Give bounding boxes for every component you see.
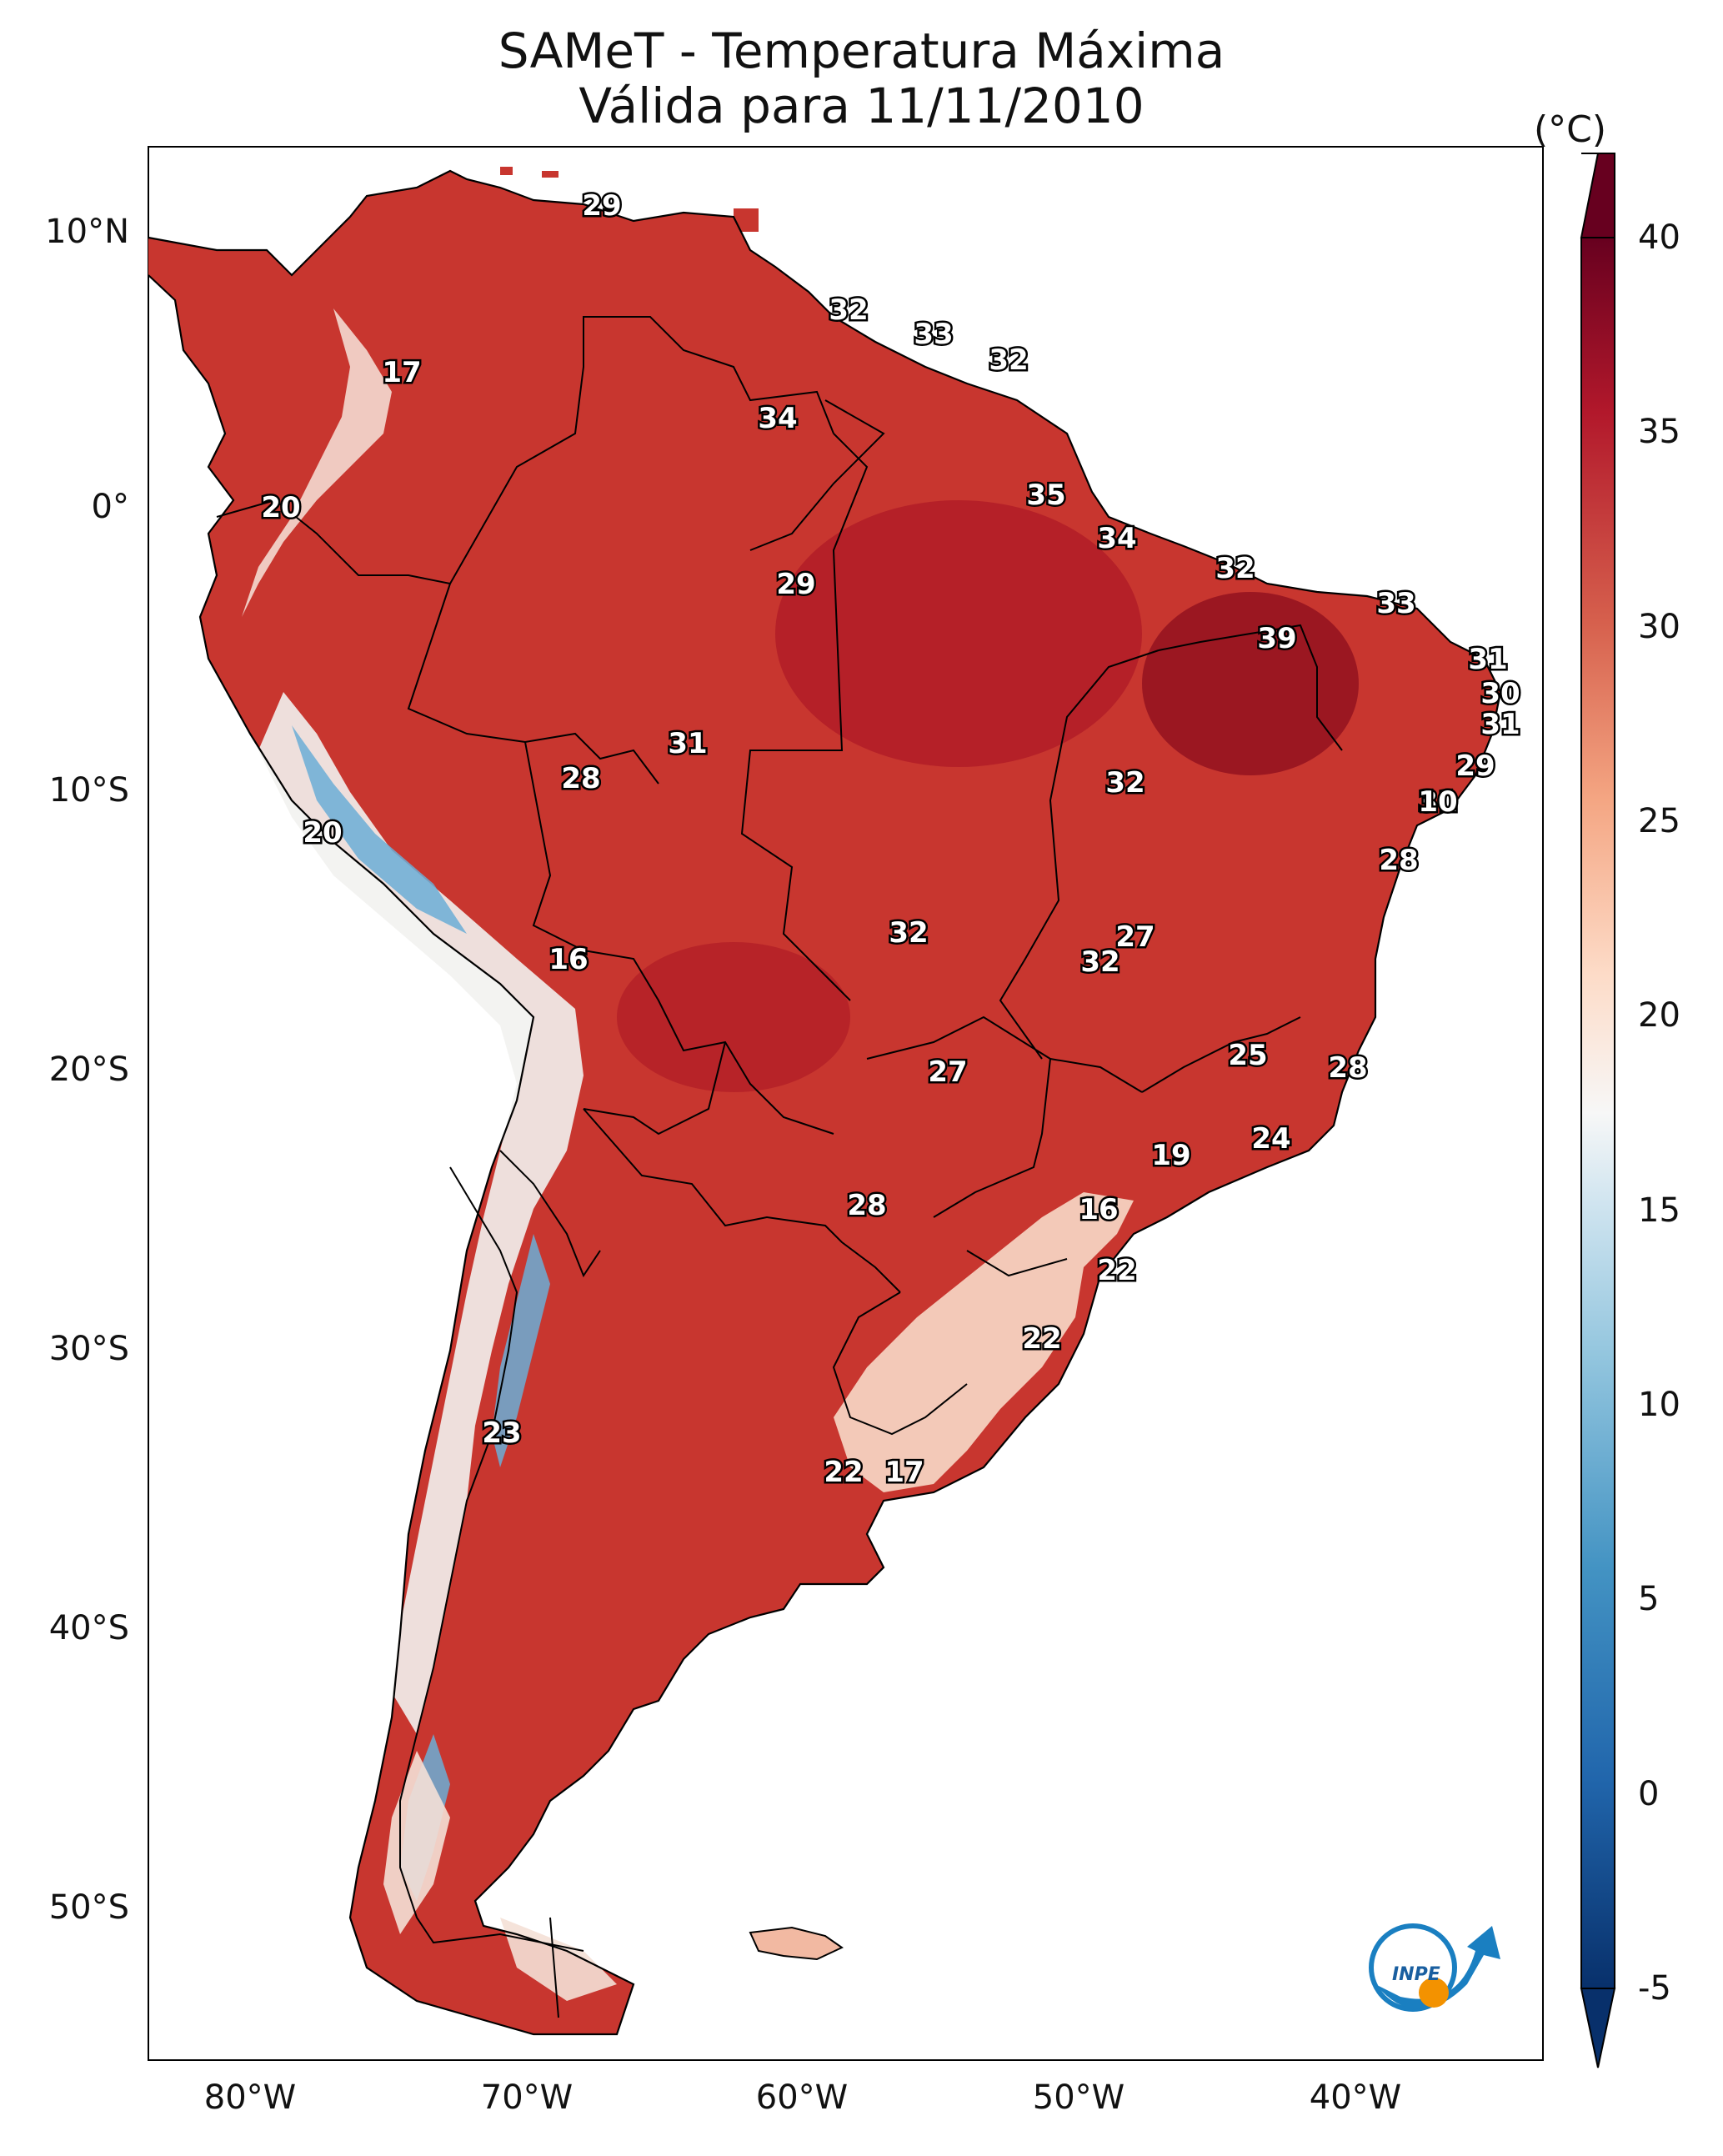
temperature-label: 29 bbox=[776, 568, 815, 601]
y-tick-label: 20°S bbox=[48, 1050, 129, 1089]
andes-cool-region bbox=[258, 692, 584, 1734]
temperature-label: 32 bbox=[829, 293, 868, 327]
temperature-label: 33 bbox=[914, 318, 953, 351]
island bbox=[500, 167, 513, 175]
temperature-label: 16 bbox=[548, 943, 588, 976]
x-tick-label: 40°W bbox=[1309, 2078, 1402, 2117]
colorbar-tick: 15 bbox=[1638, 1191, 1680, 1230]
temperature-label: 28 bbox=[561, 762, 600, 795]
temperature-label: 17 bbox=[884, 1456, 924, 1489]
temperature-label: 31 bbox=[1418, 785, 1457, 819]
pantanal-hot-core bbox=[617, 942, 850, 1092]
y-tick-label: 10°S bbox=[48, 771, 129, 810]
temperature-label: 22 bbox=[824, 1456, 863, 1489]
colorbar-top-extension bbox=[1580, 153, 1615, 238]
southern-brazil-mild bbox=[834, 1192, 1134, 1492]
x-tick-label: 80°W bbox=[203, 2078, 297, 2117]
x-tick-label: 70°W bbox=[480, 2078, 573, 2117]
temperature-label: 27 bbox=[1115, 920, 1155, 954]
temperature-label: 32 bbox=[1080, 945, 1119, 979]
country-borders bbox=[216, 316, 1343, 2018]
northeast-hot-core bbox=[1142, 592, 1359, 775]
x-tick-label: 60°W bbox=[755, 2078, 849, 2117]
temperature-label: 28 bbox=[1328, 1051, 1367, 1085]
temperature-label: 28 bbox=[1379, 844, 1418, 877]
temperature-label: 30 bbox=[1480, 677, 1520, 710]
colorbar-tick: 20 bbox=[1638, 996, 1680, 1035]
temperature-label: 28 bbox=[561, 762, 600, 795]
temperature-label: 29 bbox=[1455, 750, 1495, 783]
temperature-label: 32 bbox=[889, 916, 928, 950]
temperature-label: 25 bbox=[1228, 1039, 1267, 1072]
y-tick-label: 10°N bbox=[45, 213, 129, 251]
inpe-logo-icon bbox=[1369, 1923, 1500, 2012]
temperature-label: 32 bbox=[989, 343, 1028, 377]
patagonia-mild bbox=[383, 1751, 617, 2001]
map-subtitle: Válida para 11/11/2010 bbox=[579, 78, 1144, 134]
island bbox=[734, 208, 759, 232]
colorbar-unit: (°C) bbox=[1534, 108, 1607, 151]
colorbar-tick: 0 bbox=[1638, 1775, 1660, 1813]
temperature-label: 34 bbox=[1097, 522, 1136, 555]
temperature-label: 32 bbox=[1215, 552, 1255, 585]
temperature-label: 31 bbox=[1480, 708, 1520, 741]
colorbar-gradient bbox=[1580, 237, 1615, 1989]
temperature-label: 23 bbox=[482, 1416, 521, 1450]
temperature-label: 32 bbox=[1105, 766, 1144, 800]
temperature-label: 17 bbox=[382, 356, 421, 389]
coastline bbox=[148, 169, 1502, 2036]
y-tick-label: 0° bbox=[91, 488, 129, 526]
amazon-hot-core bbox=[775, 500, 1142, 767]
colorbar-tick: 30 bbox=[1638, 608, 1680, 646]
y-tick-label: 30°S bbox=[48, 1330, 129, 1368]
temperature-label: 31 bbox=[1468, 643, 1507, 676]
temperature-label: 39 bbox=[1257, 622, 1296, 655]
temperature-label: 34 bbox=[758, 402, 797, 435]
temperature-label: 29 bbox=[582, 189, 621, 223]
colombia-andes-cool bbox=[242, 308, 392, 617]
logo-text: INPE bbox=[1392, 1964, 1440, 1985]
temperature-label: 27 bbox=[928, 1055, 967, 1089]
temperature-label: 31 bbox=[668, 727, 707, 760]
temperature-label: 16 bbox=[1079, 1193, 1118, 1226]
falkland-islands bbox=[749, 1926, 844, 1961]
temperature-label: 20 bbox=[261, 491, 300, 524]
x-tick-label: 50°W bbox=[1032, 2078, 1125, 2117]
temperature-label: 28 bbox=[847, 1189, 886, 1222]
temperature-label: 22 bbox=[1022, 1322, 1061, 1356]
colorbar bbox=[1580, 153, 1616, 2068]
temperature-label: 10 bbox=[1418, 785, 1457, 819]
colorbar-bottom-extension bbox=[1580, 1988, 1616, 2068]
colorbar-tick: 5 bbox=[1638, 1580, 1660, 1618]
colorbar-tick: -5 bbox=[1638, 1969, 1671, 2008]
map-title: SAMeT - Temperatura Máxima bbox=[498, 23, 1225, 79]
colorbar-tick: 40 bbox=[1638, 218, 1680, 257]
island bbox=[542, 171, 558, 178]
colorbar-tick: 35 bbox=[1638, 413, 1680, 451]
colorbar-tick: 10 bbox=[1638, 1386, 1680, 1424]
y-tick-label: 50°S bbox=[48, 1888, 129, 1927]
temperature-label: 22 bbox=[1097, 1254, 1136, 1287]
temperature-label: 20 bbox=[303, 816, 342, 850]
y-tick-label: 40°S bbox=[48, 1609, 129, 1647]
temperature-label: 33 bbox=[1376, 587, 1415, 620]
temperature-label: 24 bbox=[1251, 1122, 1290, 1156]
temperature-label: 19 bbox=[1151, 1139, 1190, 1172]
colorbar-tick: 25 bbox=[1638, 802, 1680, 840]
temperature-label: 35 bbox=[1026, 479, 1065, 512]
